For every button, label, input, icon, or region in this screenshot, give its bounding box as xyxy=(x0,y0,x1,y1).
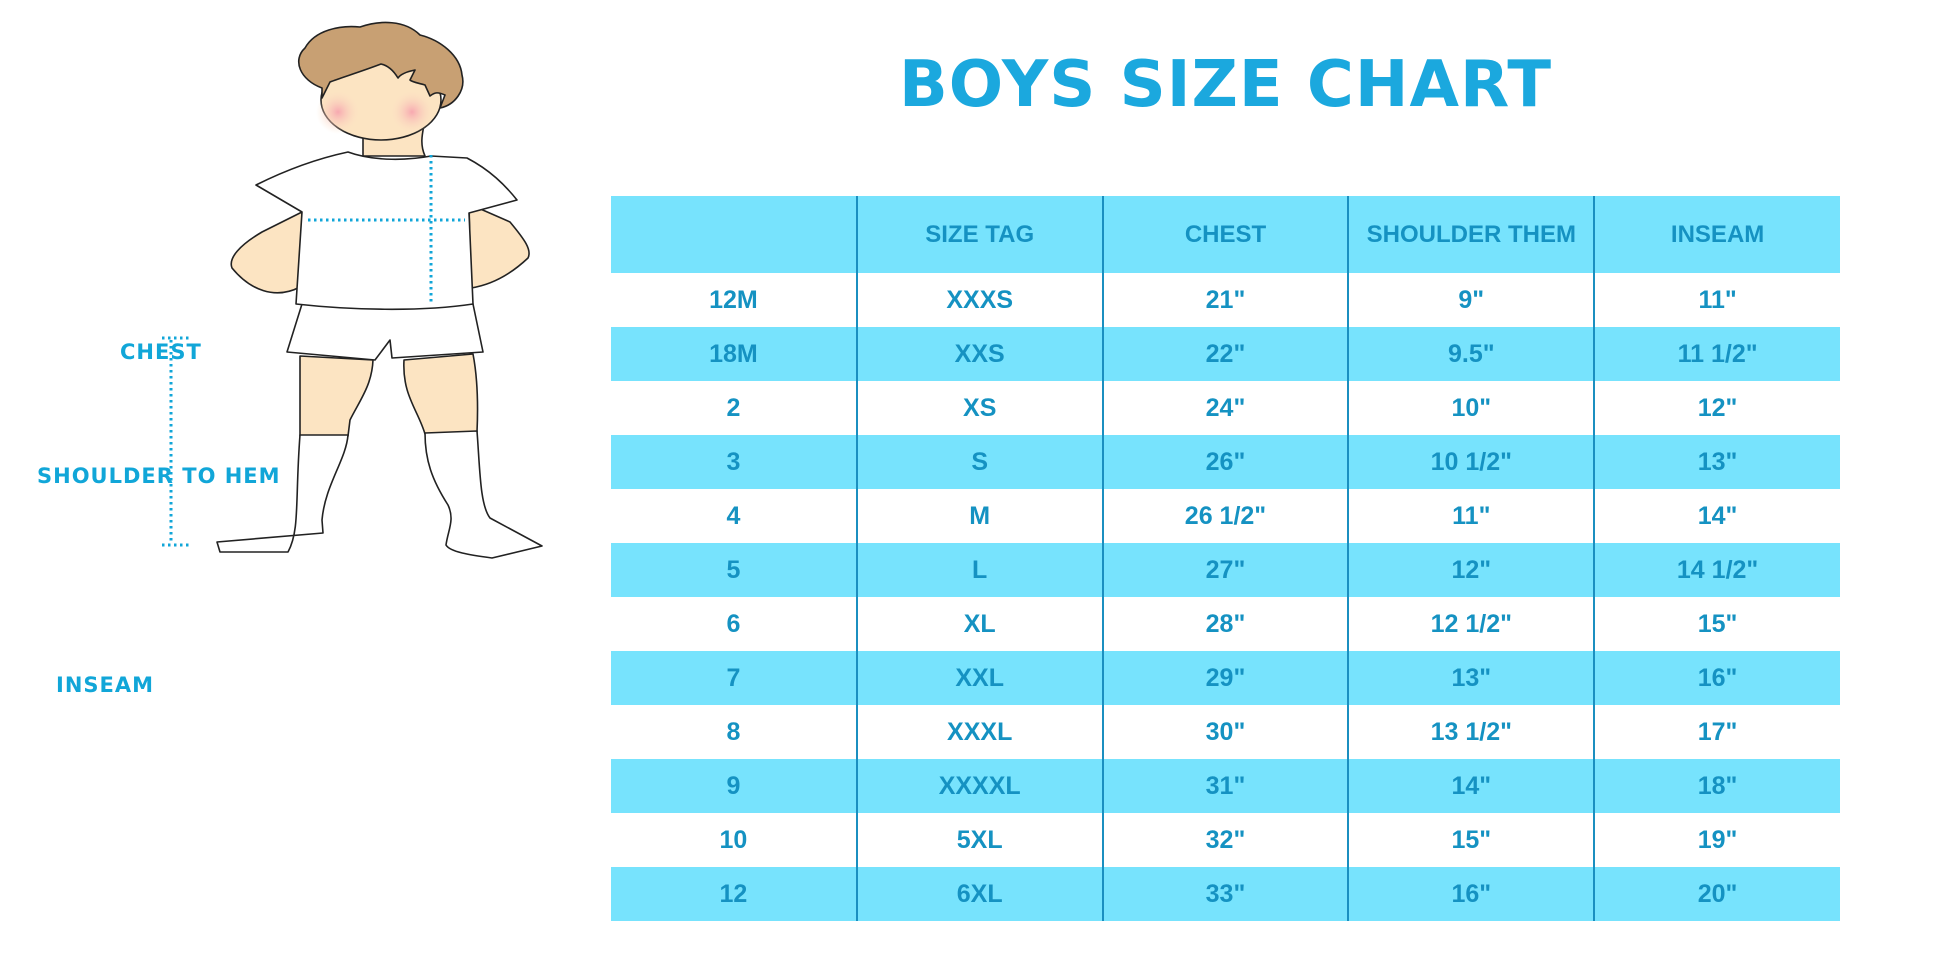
table-cell: 10 xyxy=(719,825,748,854)
table-cell: 15" xyxy=(1593,597,1840,651)
table-cell: 16" xyxy=(1347,867,1595,921)
table-cell: XXXL xyxy=(855,705,1103,759)
table-cell: S xyxy=(855,435,1103,489)
table-cell: 9 xyxy=(611,759,857,813)
table-cell: 12 xyxy=(611,867,857,921)
table-cell: XL xyxy=(855,597,1103,651)
table-cell: 14" xyxy=(1347,759,1595,813)
table-row: 12M XXXS 21" 9" 11" xyxy=(611,273,1840,327)
table-cell: 13 1/2" xyxy=(1347,705,1595,759)
table-cell: 9" xyxy=(1347,273,1595,327)
table-cell: 11 1/2" xyxy=(1593,327,1840,381)
table-cell: 26 1/2" xyxy=(1101,489,1349,543)
table-cell: 11" xyxy=(1593,273,1840,327)
table-cell: 6XL xyxy=(855,867,1103,921)
table-cell: 2 xyxy=(726,393,741,422)
left-sock xyxy=(216,434,349,553)
table-row: 18M XXS 22" 9.5" 11 1/2" xyxy=(611,327,1840,381)
table-row: 8 XXXL 30" 13 1/2" 17" xyxy=(611,705,1840,759)
table-cell: 24" xyxy=(1101,381,1349,435)
right-sock xyxy=(424,430,543,559)
table-cell: 12" xyxy=(1347,543,1595,597)
column-header: SIZE TAG xyxy=(855,196,1103,273)
column-header: INSEAM xyxy=(1593,196,1840,273)
table-cell: 11" xyxy=(1347,489,1595,543)
table-cell: 13" xyxy=(1347,651,1595,705)
table-cell: M xyxy=(855,489,1103,543)
table-cell: 16" xyxy=(1593,651,1840,705)
table-cell: 13" xyxy=(1593,435,1840,489)
column-header xyxy=(611,196,857,273)
table-cell: 5XL xyxy=(855,813,1103,867)
table-cell: 30" xyxy=(1101,705,1349,759)
table-row: 6 XL 28" 12 1/2" 15" xyxy=(611,597,1840,651)
table-cell: 19" xyxy=(1593,813,1840,867)
table-cell: 20" xyxy=(1593,867,1840,921)
left-arm xyxy=(230,211,303,294)
column-header: SHOULDER THEM xyxy=(1347,196,1595,273)
table-cell: 17" xyxy=(1593,705,1840,759)
hair xyxy=(298,21,464,109)
column-header: CHEST xyxy=(1101,196,1349,273)
shoulder-to-hem-label: SHOULDER TO HEM xyxy=(37,464,281,488)
table-cell: 31" xyxy=(1101,759,1349,813)
table-cell: 14 1/2" xyxy=(1593,543,1840,597)
table-row: 5 L 27" 12" 14 1/2" xyxy=(611,543,1840,597)
table-cell: XXXS xyxy=(855,273,1103,327)
t-shirt xyxy=(255,151,518,311)
table-row: 12 6XL 33" 16" 20" xyxy=(611,867,1840,921)
table-cell: XS xyxy=(855,381,1103,435)
table-row: 9 XXXXL 31" 14" 18" xyxy=(611,759,1840,813)
boy-illustration xyxy=(162,21,543,559)
table-cell: 26" xyxy=(1101,435,1349,489)
table-cell: 5 xyxy=(611,543,857,597)
table-cell: 18M xyxy=(611,327,857,381)
table-row: 10 5XL 32" 15" 19" xyxy=(611,813,1840,867)
table-cell: 8 xyxy=(726,717,741,746)
table-cell: 7 xyxy=(611,651,857,705)
table-row: 4 M 26 1/2" 11" 14" xyxy=(611,489,1840,543)
left-leg xyxy=(299,355,374,437)
table-cell: XXS xyxy=(855,327,1103,381)
table-cell: 9.5" xyxy=(1347,327,1595,381)
right-arm xyxy=(468,203,530,289)
table-row: 3 S 26" 10 1/2" 13" xyxy=(611,435,1840,489)
table-cell: 12" xyxy=(1593,381,1840,435)
table-cell: XXXXL xyxy=(855,759,1103,813)
page-title: BOYS SIZE CHART xyxy=(898,48,1553,122)
shorts xyxy=(286,303,484,361)
table-row: 2 XS 24" 10" 12" xyxy=(611,381,1840,435)
table-cell: 14" xyxy=(1593,489,1840,543)
table-cell: 12 1/2" xyxy=(1347,597,1595,651)
table-cell: 21" xyxy=(1101,273,1349,327)
table-cell: 27" xyxy=(1101,543,1349,597)
table-cell: 10" xyxy=(1347,381,1595,435)
table-cell: 22" xyxy=(1101,327,1349,381)
table-cell: XXL xyxy=(855,651,1103,705)
table-cell: 15" xyxy=(1347,813,1595,867)
table-cell: 3 xyxy=(611,435,857,489)
table-cell: 18" xyxy=(1593,759,1840,813)
table-cell: 4 xyxy=(726,501,741,530)
table-cell: 12M xyxy=(709,285,758,314)
table-cell: 28" xyxy=(1101,597,1349,651)
table-cell: L xyxy=(855,543,1103,597)
table-cell: 29" xyxy=(1101,651,1349,705)
table-cell: 33" xyxy=(1101,867,1349,921)
inseam-label: INSEAM xyxy=(56,673,155,697)
chest-label: CHEST xyxy=(120,340,202,364)
right-leg xyxy=(403,353,479,435)
size-chart-table: SIZE TAG CHEST SHOULDER THEM INSEAM 12M XXXS… xyxy=(611,196,1840,921)
table-cell: 6 xyxy=(726,609,741,638)
table-row: 7 XXL 29" 13" 16" xyxy=(611,651,1840,705)
table-cell: 32" xyxy=(1101,813,1349,867)
table-cell: 10 1/2" xyxy=(1347,435,1595,489)
